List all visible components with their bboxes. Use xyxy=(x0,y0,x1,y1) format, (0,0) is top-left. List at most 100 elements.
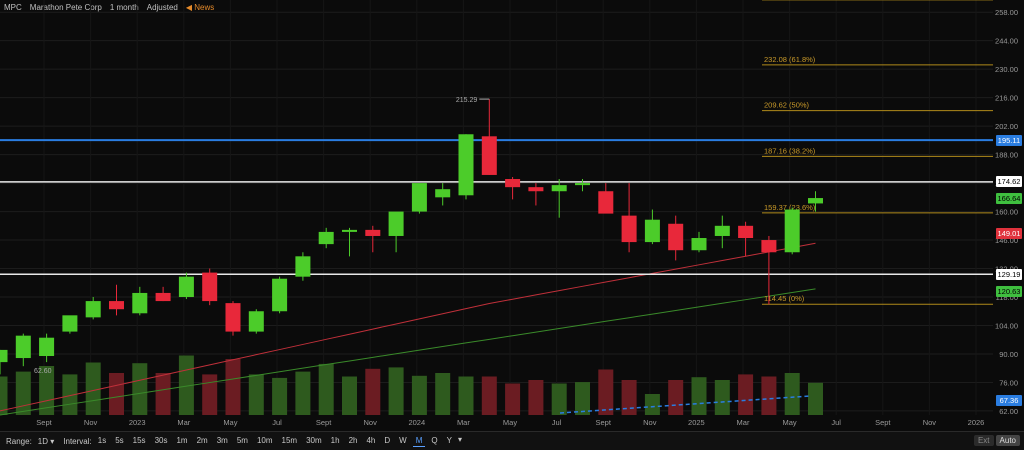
volume-bar xyxy=(644,394,660,415)
candle-body xyxy=(62,315,78,332)
interval-2m[interactable]: 2m xyxy=(196,436,208,445)
price-tag: 67.36 xyxy=(996,394,1022,406)
volume-bar xyxy=(248,374,264,415)
interval-30m[interactable]: 30m xyxy=(306,436,322,445)
interval-d[interactable]: D xyxy=(384,436,391,445)
low-annotation: 62.60 xyxy=(34,368,52,375)
interval-2h[interactable]: 2h xyxy=(348,436,358,445)
candle-body xyxy=(808,198,823,204)
volume-bar xyxy=(668,380,684,415)
candle-body xyxy=(85,301,101,318)
volume-bar xyxy=(272,377,288,415)
candle-body xyxy=(668,223,684,251)
volume-bar xyxy=(0,376,8,415)
volume-bar xyxy=(528,380,544,415)
x-tick-label: Jul xyxy=(831,418,841,427)
candle-body xyxy=(155,292,171,302)
volume-bar xyxy=(85,362,101,415)
candle-body xyxy=(388,211,404,236)
interval-q[interactable]: Q xyxy=(431,436,438,445)
candle-body xyxy=(272,278,288,312)
session-toggle: Ext Auto xyxy=(973,435,1020,446)
bottom-toolbar: Range: 1D ▾ Interval: 1s 5s 15s 30s 1m 2m 3m 5m… xyxy=(0,431,1024,450)
interval-y[interactable]: Y xyxy=(446,436,452,445)
candle-body xyxy=(575,183,590,186)
symbol-label[interactable]: MPC xyxy=(4,2,22,12)
volume-bar xyxy=(761,376,777,415)
candle-body xyxy=(621,215,637,243)
range-control: Range: 1D ▾ xyxy=(6,436,57,447)
ext-toggle[interactable]: Ext xyxy=(973,435,994,446)
candle-body xyxy=(365,229,381,236)
range-label: Range: xyxy=(6,436,32,446)
high-annotation: 215.29 xyxy=(456,97,478,104)
volume-bar xyxy=(202,374,218,415)
interval-5m[interactable]: 5m xyxy=(236,436,248,445)
candle-body xyxy=(178,276,194,298)
interval-4h[interactable]: 4h xyxy=(366,436,376,445)
volume-bar xyxy=(808,382,823,415)
price-tag: 195.11 xyxy=(996,134,1022,146)
interval-1s[interactable]: 1s xyxy=(97,436,107,445)
candle-body xyxy=(505,179,521,188)
y-tick-label: 146.00 xyxy=(995,236,1018,245)
interval-m[interactable]: M xyxy=(412,435,426,447)
candle-body xyxy=(411,183,427,212)
x-tick-label: Sept xyxy=(875,418,891,427)
range-dropdown[interactable]: 1D ▾ xyxy=(35,436,57,447)
x-tick-label: Jul xyxy=(552,418,562,427)
auto-toggle[interactable]: Auto xyxy=(995,435,1020,446)
interval-15m[interactable]: 15m xyxy=(281,436,298,445)
interval-1h[interactable]: 1h xyxy=(330,436,340,445)
candle-body xyxy=(761,240,777,253)
candle-body xyxy=(598,191,614,214)
fib-label: 187.16 (38.2%) xyxy=(764,146,816,155)
interval-w[interactable]: W xyxy=(399,436,407,445)
interval-10m[interactable]: 10m xyxy=(256,436,273,445)
adjusted-label[interactable]: Adjusted xyxy=(146,2,178,12)
volume-bar xyxy=(784,373,800,415)
candle-body xyxy=(738,225,754,239)
interval-1m[interactable]: 1m xyxy=(176,436,188,445)
volume-bar xyxy=(225,359,241,415)
candle-body xyxy=(109,301,124,310)
interval-label: Interval: xyxy=(63,436,92,446)
volume-bar xyxy=(342,376,357,415)
y-tick-label: 202.00 xyxy=(995,122,1018,131)
y-tick-label: 258.00 xyxy=(995,8,1018,17)
x-tick-label: Mar xyxy=(177,418,190,427)
fib-label: 232.08 (61.8%) xyxy=(764,55,816,64)
candle-body xyxy=(342,229,357,232)
volume-bar xyxy=(411,375,427,415)
candle-body xyxy=(225,303,241,332)
x-tick-label: May xyxy=(503,418,517,427)
chart-header: MPC Marathon Pete Corp 1 month Adjusted … xyxy=(0,0,214,14)
candle-body xyxy=(0,349,8,363)
news-label: News xyxy=(194,2,215,12)
volume-bar xyxy=(691,377,707,415)
volume-bar xyxy=(738,374,754,415)
volume-bar xyxy=(388,367,404,415)
news-link[interactable]: ◀ News xyxy=(186,3,214,12)
y-tick-label: 216.00 xyxy=(995,94,1018,103)
interval-30s[interactable]: 30s xyxy=(154,436,168,445)
x-tick-label: Nov xyxy=(643,418,657,427)
interval-buttons: 1s 5s 15s 30s 1m 2m 3m 5m 10m 15m 30m 1h 2h 4h D W M Q Y ▾ xyxy=(95,435,462,447)
volume-bar xyxy=(15,371,31,415)
ma-line-red xyxy=(0,242,816,412)
x-tick-label: 2026 xyxy=(968,418,985,427)
interval-3m[interactable]: 3m xyxy=(216,436,228,445)
price-chart[interactable]: 62.0076.0090.00104.00118.00132.00146.001… xyxy=(0,0,1024,431)
y-tick-label: 118.00 xyxy=(996,293,1018,302)
interval-5s[interactable]: 5s xyxy=(115,436,124,445)
x-tick-label: Nov xyxy=(84,418,98,427)
news-icon: ◀ xyxy=(185,2,193,12)
interval-15s[interactable]: 15s xyxy=(132,436,146,445)
candle-body xyxy=(784,209,800,253)
fib-label: 159.37 (23.6%) xyxy=(764,203,816,212)
volume-bar xyxy=(155,373,171,415)
x-tick-label: Mar xyxy=(457,418,470,427)
y-tick-label: 230.00 xyxy=(995,65,1018,74)
period-label[interactable]: 1 month xyxy=(109,2,139,12)
y-tick-label: 244.00 xyxy=(995,37,1018,46)
